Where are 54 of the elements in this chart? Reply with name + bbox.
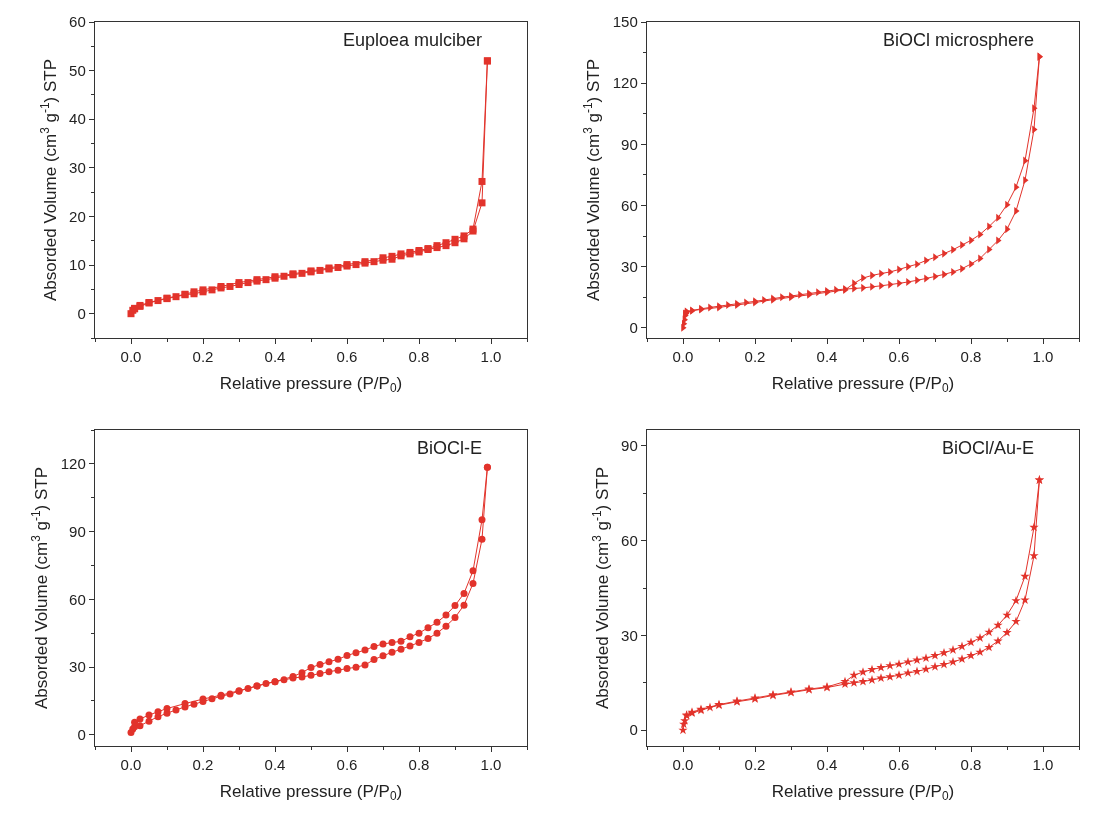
- y-tick-label: 60: [621, 531, 638, 549]
- y-tick-label: 90: [621, 135, 638, 153]
- x-axis-title: Relative pressure (P/P$_{0}$): [219, 781, 403, 804]
- annotation: BiOCl-E: [417, 438, 483, 458]
- x-axis-title: Relative pressure (P/P$_{0}$): [771, 373, 955, 396]
- y-tick-label: 0: [629, 721, 638, 739]
- x-tick-label: 0.0: [672, 348, 694, 366]
- y-tick-label: 90: [69, 522, 86, 540]
- x-axis-title: Relative pressure (P/P$_{0}$): [771, 781, 955, 804]
- x-axis-title: Relative pressure (P/P$_{0}$): [219, 373, 403, 396]
- y-tick-label: 90: [621, 437, 638, 455]
- x-tick-label: 0.6: [336, 756, 358, 774]
- x-tick-label: 0.4: [816, 756, 838, 774]
- x-tick-label: 0.2: [192, 348, 214, 366]
- annotation: BiOCl microsphere: [883, 30, 1035, 50]
- x-tick-label: 1.0: [1032, 756, 1054, 774]
- x-tick-label: 0.2: [744, 756, 766, 774]
- y-tick-label: 60: [69, 13, 86, 31]
- x-tick-label: 0.8: [960, 756, 982, 774]
- x-tick-label: 0.8: [408, 756, 430, 774]
- y-tick-label: 120: [60, 455, 86, 473]
- x-tick-label: 0.8: [960, 348, 982, 366]
- y-tick-label: 50: [69, 61, 86, 79]
- y-tick-label: 60: [69, 590, 86, 608]
- x-tick-label: 0.0: [120, 756, 142, 774]
- y-tick-label: 30: [621, 257, 638, 275]
- y-tick-label: 30: [69, 159, 86, 177]
- x-tick-label: 1.0: [480, 756, 502, 774]
- y-tick-label: 30: [621, 626, 638, 644]
- x-tick-label: 0.8: [408, 348, 430, 366]
- x-tick-label: 1.0: [480, 348, 502, 366]
- x-tick-label: 0.4: [264, 756, 286, 774]
- x-tick-label: 0.4: [816, 348, 838, 366]
- y-tick-label: 10: [69, 256, 86, 274]
- y-tick-label: 150: [612, 13, 638, 31]
- y-tick-label: 0: [629, 319, 638, 337]
- x-tick-label: 0.0: [672, 756, 694, 774]
- annotation: Euploea mulciber: [343, 30, 483, 50]
- y-tick-label: 20: [69, 207, 86, 225]
- x-tick-label: 0.0: [120, 348, 142, 366]
- y-tick-label: 120: [612, 74, 638, 92]
- annotation: BiOCl/Au-E: [942, 438, 1035, 458]
- x-tick-label: 0.2: [744, 348, 766, 366]
- x-tick-label: 0.6: [888, 348, 910, 366]
- x-tick-label: 1.0: [1032, 348, 1054, 366]
- y-tick-label: 0: [77, 304, 86, 322]
- x-tick-label: 0.4: [264, 348, 286, 366]
- y-tick-label: 40: [69, 110, 86, 128]
- x-tick-label: 0.2: [192, 756, 214, 774]
- y-tick-label: 30: [69, 658, 86, 676]
- x-tick-label: 0.6: [888, 756, 910, 774]
- y-tick-label: 60: [621, 196, 638, 214]
- y-tick-label: 0: [77, 725, 86, 743]
- x-tick-label: 0.6: [336, 348, 358, 366]
